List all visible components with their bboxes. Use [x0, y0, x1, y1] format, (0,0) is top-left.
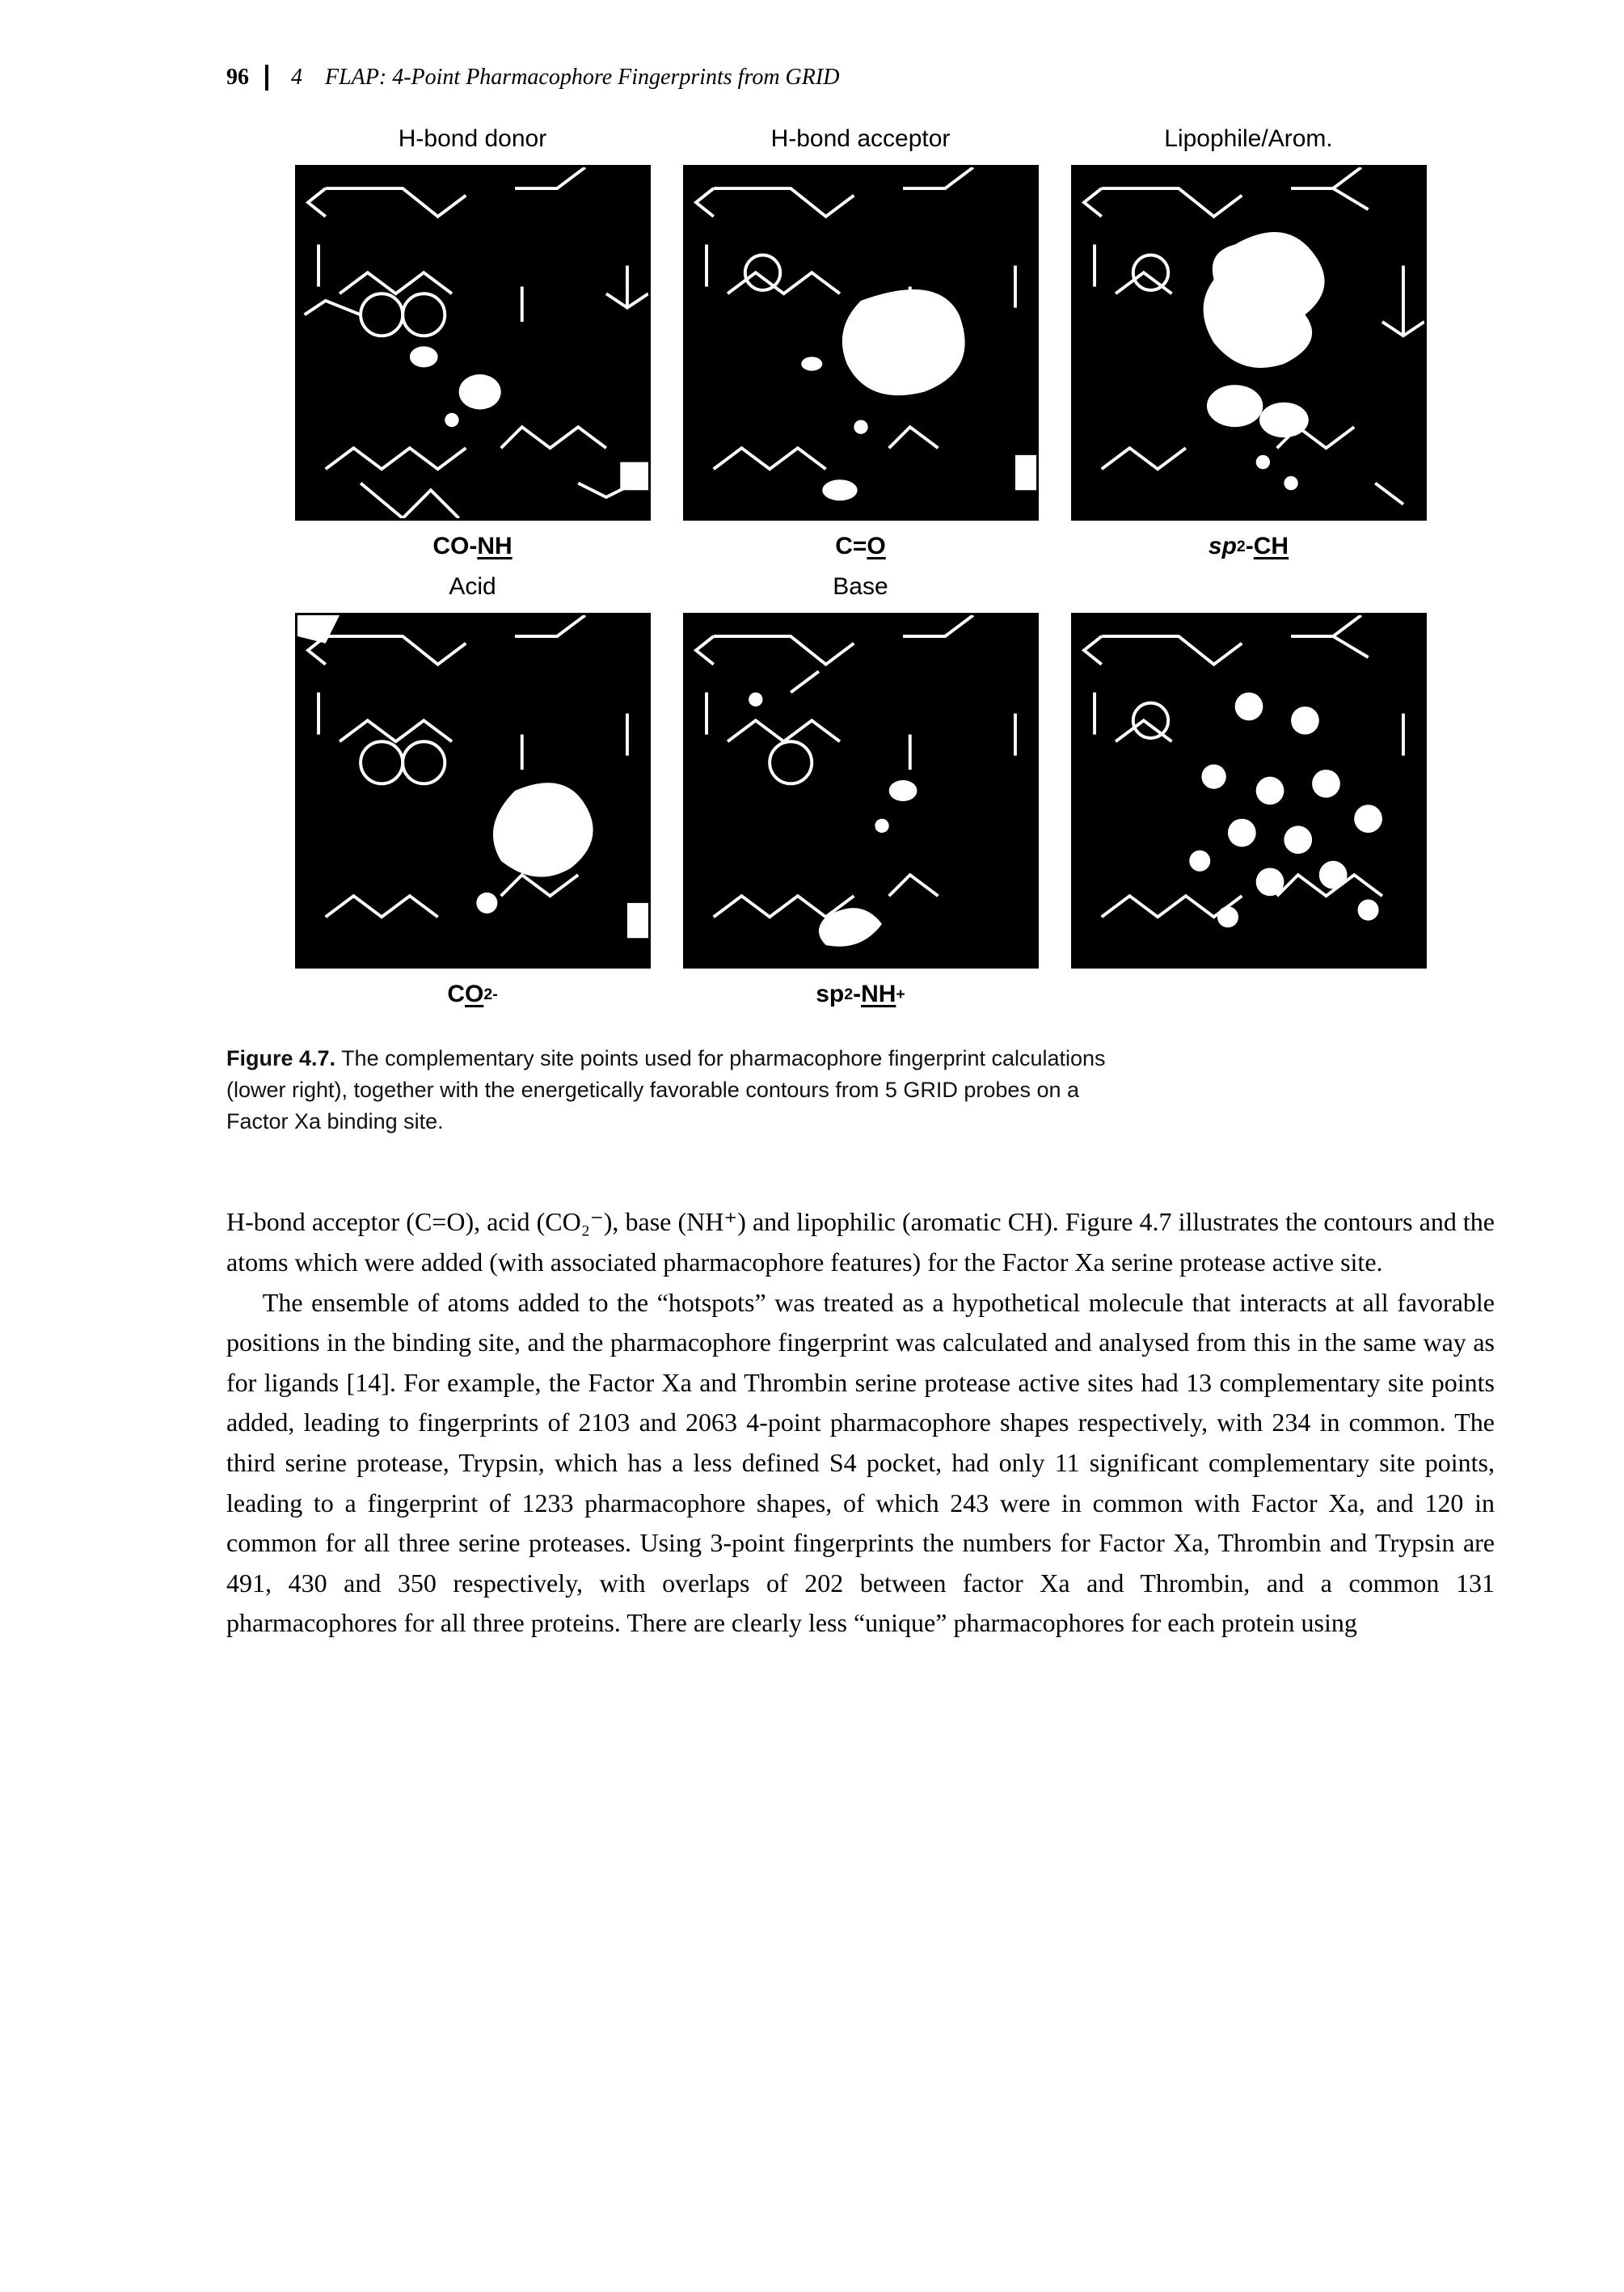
panel-bottom-label	[1071, 978, 1427, 1011]
chapter-number: 4	[291, 65, 302, 91]
page-number: 96	[226, 65, 268, 91]
caption-label: Figure 4.7.	[226, 1046, 335, 1070]
figure-panel-site-points	[1071, 613, 1427, 969]
running-header: 96 4 FLAP: 4-Point Pharmacophore Fingerp…	[226, 65, 1495, 91]
paragraph-2: The ensemble of atoms added to the “hots…	[226, 1283, 1495, 1644]
panel-bottom-label: C=O	[683, 530, 1039, 563]
panel-top-label: Acid	[295, 571, 651, 603]
panel-bottom-label: sp2-NH+	[683, 978, 1039, 1011]
figure-panel-base	[683, 613, 1039, 969]
panel-bottom-label: CO2-	[295, 978, 651, 1011]
panel-top-label: Lipophile/Arom.	[1071, 123, 1427, 155]
panel-top-label: H-bond donor	[295, 123, 651, 155]
panel-bottom-label: sp2-CH	[1071, 530, 1427, 563]
body-text: H-bond acceptor (C=O), acid (CO₂⁻), base…	[226, 1202, 1495, 1644]
paragraph-1: H-bond acceptor (C=O), acid (CO₂⁻), base…	[226, 1202, 1495, 1282]
figure-panel-hbond-donor	[295, 165, 651, 521]
figure-caption: Figure 4.7. The complementary site point…	[226, 1043, 1116, 1138]
figure-grid: H-bond donor	[295, 123, 1427, 1011]
panel-top-label: Base	[683, 571, 1039, 603]
figure-panel-acid	[295, 613, 651, 969]
panel-top-label: H-bond acceptor	[683, 123, 1039, 155]
running-title: FLAP: 4-Point Pharmacophore Fingerprints…	[325, 65, 839, 91]
panel-bottom-label: CO-NH	[295, 530, 651, 563]
caption-text: The complementary site points used for p…	[226, 1046, 1106, 1133]
panel-top-label	[1071, 571, 1427, 603]
figure-panel-lipophile	[1071, 165, 1427, 521]
figure-panel-hbond-acceptor	[683, 165, 1039, 521]
